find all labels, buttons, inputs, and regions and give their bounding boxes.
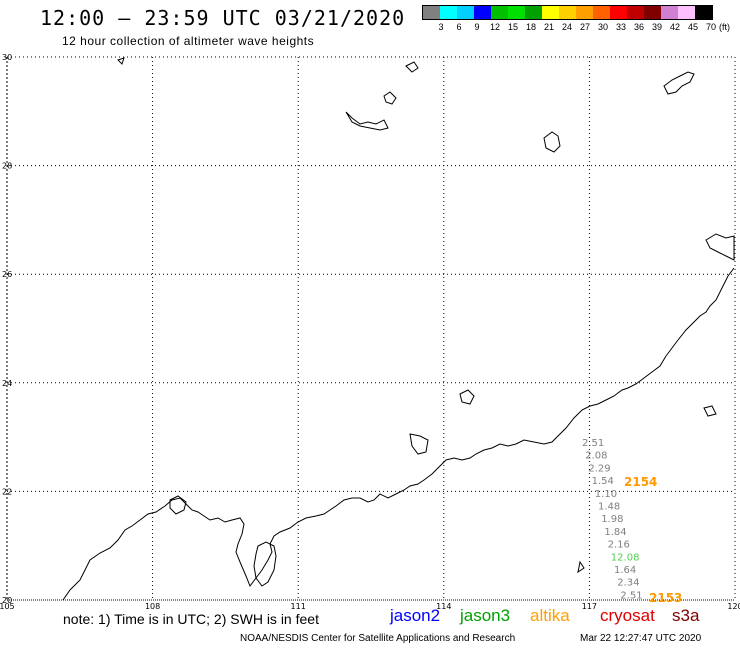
wave-height-value: 1.10: [595, 489, 617, 500]
legend-swatch: [508, 6, 525, 19]
graticule-labels: 105 108 111 114 117 120 30 28 26 24 22 20: [0, 53, 740, 611]
legend-label: 21: [543, 22, 554, 32]
longitude-label: 120: [727, 602, 740, 611]
legend-swatch: [627, 6, 644, 19]
legend-swatch: [440, 6, 457, 19]
latitude-label: 24: [2, 379, 12, 388]
longitude-label: 111: [291, 602, 306, 611]
legend-swatch: [695, 6, 712, 19]
map-frame: [6, 56, 736, 601]
legend-label: 36: [633, 22, 644, 32]
satellite-label-altika: altika: [530, 606, 570, 625]
longitude-label: 114: [436, 602, 451, 611]
legend-label: 18: [525, 22, 536, 32]
coastline: [62, 57, 735, 601]
legend-swatch: [661, 6, 678, 19]
legend-label: 33: [615, 22, 626, 32]
legend-swatch: [491, 6, 508, 19]
legend-swatch: [610, 6, 627, 19]
legend-swatch: [474, 6, 491, 19]
wave-height-value: 1.98: [601, 514, 623, 525]
legend-label: 12: [489, 22, 500, 32]
footer-note: note: 1) Time is in UTC; 2) SWH is in fe…: [63, 611, 319, 627]
legend-label: 15: [507, 22, 518, 32]
legend-label: 6: [456, 22, 462, 32]
legend-label: 3: [438, 22, 444, 32]
wave-height-value: 2.08: [585, 451, 607, 462]
legend-labels: (ft) 3 6 9 12 15 18 21 24 27 30 33 36 39 42 45 70: [422, 22, 730, 36]
latitude-label: 30: [2, 53, 12, 62]
wave-height-value: 2.29: [588, 463, 610, 474]
generated-timestamp: Mar 22 12:27:47 UTC 2020: [580, 633, 702, 644]
satellite-label-cryosat: cryosat: [600, 606, 655, 625]
legend-swatch: [593, 6, 610, 19]
wave-height-observations: 2.51 2.082.29 1.54 1.10 1.481.98 1.84 2.1612.0…: [582, 438, 643, 601]
legend-label: 42: [669, 22, 680, 32]
satellite-label-jason3: jason3: [460, 606, 511, 625]
legend-label: 27: [579, 22, 590, 32]
wave-height-value: 1.64: [614, 565, 636, 576]
wave-height-legend: (ft) 3 6 9 12 15 18 21 24 27 30 33 36 39 42 45 70: [422, 5, 730, 36]
satellite-label-jason2: jason2: [390, 606, 441, 625]
wave-height-value: 1.84: [604, 527, 626, 538]
latitude-label: 28: [2, 162, 12, 171]
longitude-label: 117: [582, 602, 597, 611]
legend-swatch: [525, 6, 542, 19]
latitude-label: 22: [2, 487, 12, 496]
longitude-label: 105: [0, 602, 15, 611]
legend-swatch: [423, 6, 440, 19]
legend-swatch: [559, 6, 576, 19]
pass-time-label: 2154: [624, 475, 657, 489]
legend-unit: (ft): [719, 22, 730, 32]
legend-swatch: [644, 6, 661, 19]
longitude-label: 108: [145, 602, 160, 611]
satellite-pass-times: 2154 2153: [624, 475, 682, 605]
legend-swatch: [678, 6, 695, 19]
legend-label: 30: [597, 22, 608, 32]
legend-swatch: [576, 6, 593, 19]
pass-time-label: 2153: [649, 591, 682, 605]
legend-label: 39: [651, 22, 662, 32]
wave-height-value: 2.16: [608, 540, 630, 551]
wave-height-value: 2.51: [582, 438, 604, 449]
graticule: [6, 56, 736, 601]
wave-height-value: 2.51: [620, 590, 642, 601]
map-subtitle: 12 hour collection of altimeter wave hei…: [62, 34, 315, 48]
wave-height-value: 1.54: [592, 476, 614, 487]
latitude-label: 20: [2, 596, 12, 605]
wave-height-value: 1.48: [598, 502, 620, 513]
wave-height-value: 2.34: [617, 578, 639, 589]
legend-label: 45: [687, 22, 698, 32]
legend-color-bar: [422, 5, 713, 20]
map-title: 12:00 – 23:59 UTC 03/21/2020: [40, 6, 406, 30]
wave-height-value: 12.08: [611, 552, 640, 563]
satellite-label-s3a: s3a: [672, 606, 700, 625]
legend-swatch: [542, 6, 559, 19]
legend-swatch: [457, 6, 474, 19]
legend-label: 24: [561, 22, 572, 32]
latitude-label: 26: [2, 270, 12, 279]
credit-text: NOAA/NESDIS Center for Satellite Applica…: [240, 633, 516, 644]
legend-label: 70: [705, 22, 716, 32]
legend-label: 9: [474, 22, 480, 32]
